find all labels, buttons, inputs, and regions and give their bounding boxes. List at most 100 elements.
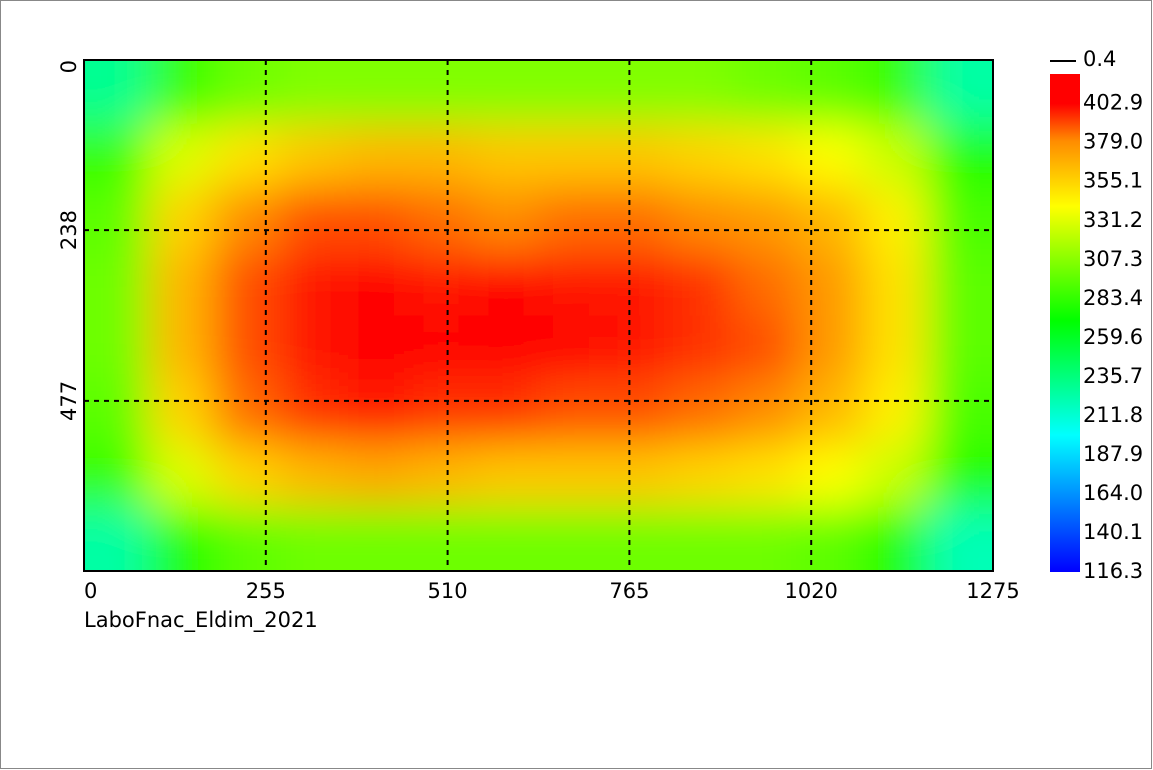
heat-cell <box>408 60 475 125</box>
x-tick-label: 1275 <box>966 579 1019 603</box>
grid <box>84 60 993 571</box>
colorbar-tick-label: 211.8 <box>1083 403 1143 427</box>
heat-cell <box>148 379 215 444</box>
heat-cell <box>148 251 215 316</box>
heat-cell <box>798 315 864 380</box>
heat-cell <box>733 379 799 444</box>
heat-cell <box>668 187 734 253</box>
heat-cell <box>278 60 345 125</box>
heat-cell <box>473 187 539 253</box>
heat-cell <box>668 251 734 316</box>
heat-cell <box>733 251 799 316</box>
heat-cell <box>148 507 215 571</box>
heat-cell <box>343 507 410 571</box>
heat-cell <box>473 123 539 189</box>
heatmap-cells <box>84 60 993 571</box>
colorbar-tick-label: 379.0 <box>1083 130 1143 154</box>
heat-cell <box>408 443 475 508</box>
caption: LaboFnac_Eldim_2021 <box>84 608 318 633</box>
heat-cell <box>668 443 734 508</box>
y-tick-label: 0 <box>57 60 81 73</box>
heat-cell <box>278 507 345 571</box>
heat-cell <box>603 60 669 125</box>
heat-cell <box>408 507 475 571</box>
heat-cell <box>473 507 539 571</box>
heat-cell <box>84 507 150 571</box>
heat-cell <box>84 251 150 316</box>
colorbar-tick-label: 164.0 <box>1083 481 1143 505</box>
heat-cell <box>538 379 604 444</box>
heat-cell <box>863 60 929 125</box>
heat-cell <box>538 507 604 571</box>
heat-cell <box>343 251 410 316</box>
heat-cell <box>928 315 993 380</box>
colorbar <box>1050 74 1080 572</box>
heat-cell <box>213 379 280 444</box>
heat-cell <box>928 123 993 189</box>
heat-cell <box>863 251 929 316</box>
heat-cell <box>863 315 929 380</box>
heat-cell <box>798 379 864 444</box>
plot-border <box>83 59 994 572</box>
heat-cell <box>343 443 410 508</box>
heat-cell <box>668 60 734 125</box>
heat-cell <box>473 315 539 380</box>
heat-cell <box>213 443 280 508</box>
heat-cell <box>733 315 799 380</box>
heat-cell <box>473 379 539 444</box>
heat-cell <box>148 123 215 189</box>
y-tick-label: 477 <box>57 381 81 421</box>
heat-cell <box>538 251 604 316</box>
heat-cell <box>148 187 215 253</box>
heat-cell <box>278 379 345 444</box>
heat-cell <box>343 60 410 125</box>
heat-cell <box>213 123 280 189</box>
heat-cell <box>733 60 799 125</box>
heat-cell <box>603 443 669 508</box>
heat-cell <box>603 187 669 253</box>
heat-cell <box>798 251 864 316</box>
heat-cell <box>213 60 280 125</box>
heat-cell <box>733 507 799 571</box>
colorbar-marker-label: 0.4 <box>1083 47 1116 71</box>
heat-cell <box>733 443 799 508</box>
heat-cell <box>538 443 604 508</box>
labels: 0 255 510 765 1020 1275 0 238 477 402.9 379.0 355.1… <box>57 47 1143 603</box>
colorbar-tick-label: 307.3 <box>1083 247 1143 271</box>
heat-cell <box>84 187 150 253</box>
heat-cell <box>84 443 150 508</box>
x-tick-label: 1020 <box>784 579 837 603</box>
heat-cell <box>408 187 475 253</box>
colorbar-tick-label: 235.7 <box>1083 364 1143 388</box>
heat-cell <box>84 60 150 125</box>
colorbar-tick-label: 259.6 <box>1083 325 1143 349</box>
heat-cell <box>148 315 215 380</box>
heat-cell <box>278 251 345 316</box>
colorbar-tick-label: 187.9 <box>1083 442 1143 466</box>
heat-cell <box>798 507 864 571</box>
heat-cell <box>798 60 864 125</box>
heat-cell <box>343 187 410 253</box>
heat-cell <box>603 507 669 571</box>
heat-cell <box>863 187 929 253</box>
heat-cell <box>603 251 669 316</box>
heat-cell <box>928 251 993 316</box>
heat-cell <box>84 379 150 444</box>
heat-cell <box>863 123 929 189</box>
y-tick-label: 238 <box>57 210 81 250</box>
heat-cell <box>863 443 929 508</box>
heatmap-area <box>84 60 993 571</box>
heat-cell <box>343 315 410 380</box>
colorbar-tick-label: 402.9 <box>1083 91 1143 115</box>
heat-cell <box>668 315 734 380</box>
heat-cell <box>213 187 280 253</box>
x-tick-label: 0 <box>84 579 97 603</box>
heat-cell <box>148 443 215 508</box>
heat-cell <box>538 123 604 189</box>
heat-cell <box>668 123 734 189</box>
heat-cell <box>473 60 539 125</box>
x-tick-label: 510 <box>428 579 468 603</box>
heat-cell <box>538 315 604 380</box>
heat-cell <box>278 123 345 189</box>
